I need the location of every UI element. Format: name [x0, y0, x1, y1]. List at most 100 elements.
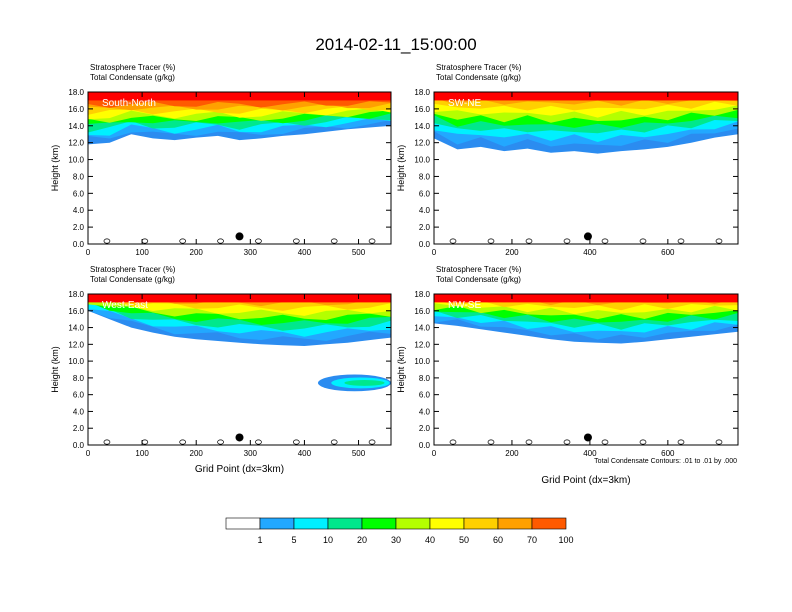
y-tick-label: 8.0	[419, 172, 431, 181]
y-tick-label: 14.0	[414, 122, 430, 131]
x-axis-label: Grid Point (dx=3km)	[541, 475, 630, 486]
x-tick-label: 200	[505, 248, 519, 257]
x-tick-label: 400	[583, 449, 597, 458]
condensate-contour	[255, 238, 262, 244]
location-marker	[235, 433, 244, 442]
condensate-contour	[487, 439, 495, 445]
y-tick-label: 0.0	[73, 240, 85, 249]
x-tick-label: 400	[298, 449, 312, 458]
y-tick-label: 18.0	[414, 290, 430, 299]
location-marker	[583, 433, 592, 442]
condensate-contour	[368, 238, 376, 244]
y-tick-label: 6.0	[419, 189, 431, 198]
colorbar-swatch	[395, 517, 431, 530]
condensate-contour	[525, 439, 533, 445]
panel-sw-ne: 0 200 400 600 0.0 2.0 4.0 6.0 8.0 10.0 12.0 14.0 16.…	[396, 63, 739, 257]
condensate-contour	[330, 238, 338, 244]
x-tick-label: 400	[583, 248, 597, 257]
x-tick-label: 100	[135, 449, 149, 458]
x-tick-label: 0	[432, 449, 437, 458]
panel-cross-section-name: South-North	[102, 98, 156, 109]
y-axis-label: Height (km)	[396, 346, 406, 393]
y-tick-label: 6.0	[73, 391, 85, 400]
y-tick-label: 2.0	[419, 223, 431, 232]
y-tick-label: 10.0	[414, 156, 430, 165]
x-tick-label: 500	[352, 449, 366, 458]
y-tick-label: 8.0	[73, 374, 85, 383]
tracer-bin-max	[88, 92, 391, 101]
y-tick-label: 2.0	[73, 424, 85, 433]
colorbar-swatch	[327, 517, 363, 530]
panel-label-tracer: Stratosphere Tracer (%)	[436, 265, 522, 274]
y-tick-label: 14.0	[68, 324, 84, 333]
colorbar-label: 50	[459, 535, 469, 545]
plot-area	[434, 92, 738, 244]
condensate-contour	[487, 238, 495, 244]
tracer-bin-max	[88, 294, 391, 303]
y-tick-label: 12.0	[68, 139, 84, 148]
y-tick-label: 0.0	[419, 441, 431, 450]
condensate-contour	[563, 439, 571, 445]
condensate-contour	[525, 238, 533, 244]
location-marker	[583, 232, 592, 241]
y-axis-label: Height (km)	[50, 346, 60, 393]
y-tick-label: 2.0	[419, 424, 431, 433]
colorbar-label: 30	[391, 535, 401, 545]
colorbar-label: 100	[558, 535, 573, 545]
y-tick-label: 12.0	[414, 139, 430, 148]
extra-layer-core	[344, 379, 385, 386]
y-tick-label: 16.0	[414, 105, 430, 114]
panel-nw-se: 0 200 400 600 0.0 2.0 4.0 6.0 8.0 10.0 12.0 14.0 16.…	[396, 265, 739, 486]
y-tick-label: 4.0	[419, 407, 431, 416]
panel-label-condensate: Total Condensate (g/kg)	[90, 275, 175, 284]
condensate-contour	[217, 238, 224, 244]
condensate-contour	[601, 238, 609, 244]
x-tick-label: 200	[190, 248, 204, 257]
y-tick-label: 12.0	[68, 340, 84, 349]
y-tick-label: 16.0	[414, 307, 430, 316]
y-tick-label: 12.0	[414, 340, 430, 349]
condensate-contour	[292, 238, 300, 244]
y-tick-label: 8.0	[419, 374, 431, 383]
colorbar-swatch	[497, 517, 533, 530]
colorbar-label: 60	[493, 535, 503, 545]
y-tick-label: 16.0	[68, 105, 84, 114]
y-tick-label: 0.0	[73, 441, 85, 450]
colorbar-swatch	[531, 517, 567, 530]
condensate-contour	[217, 439, 224, 445]
figure-title: 2014-02-11_15:00:00	[315, 35, 476, 54]
condensate-contour	[639, 238, 647, 244]
panel-cross-section-name: West-East	[102, 300, 148, 311]
panel-cross-section-name: SW-NE	[448, 98, 481, 109]
y-tick-label: 4.0	[73, 407, 85, 416]
y-tick-label: 2.0	[73, 223, 85, 232]
plot-area	[88, 294, 391, 445]
x-tick-label: 200	[190, 449, 204, 458]
colorbar-swatch	[429, 517, 465, 530]
x-tick-label: 0	[432, 248, 437, 257]
x-tick-label: 400	[298, 248, 312, 257]
condensate-contour	[330, 439, 338, 445]
y-tick-label: 6.0	[73, 189, 85, 198]
colorbar-label: 20	[357, 535, 367, 545]
panel-label-tracer: Stratosphere Tracer (%)	[90, 63, 176, 72]
condensate-contour	[677, 439, 685, 445]
condensate-contour	[179, 238, 187, 244]
x-axis-label: Grid Point (dx=3km)	[195, 464, 284, 475]
x-tick-label: 200	[505, 449, 519, 458]
y-tick-label: 10.0	[68, 357, 84, 366]
condensate-contour	[179, 439, 187, 445]
y-tick-label: 18.0	[68, 88, 84, 97]
x-tick-label: 600	[661, 248, 675, 257]
y-tick-label: 10.0	[68, 156, 84, 165]
condensate-contour	[715, 238, 723, 244]
y-tick-label: 14.0	[68, 122, 84, 131]
x-tick-label: 500	[352, 248, 366, 257]
condensate-contour	[677, 238, 685, 244]
y-tick-label: 8.0	[73, 172, 85, 181]
condensate-contour	[563, 238, 571, 244]
condensate-contour	[255, 439, 262, 445]
y-tick-label: 18.0	[414, 88, 430, 97]
tracer-bin-max	[434, 92, 738, 101]
condensate-contour	[639, 439, 647, 445]
